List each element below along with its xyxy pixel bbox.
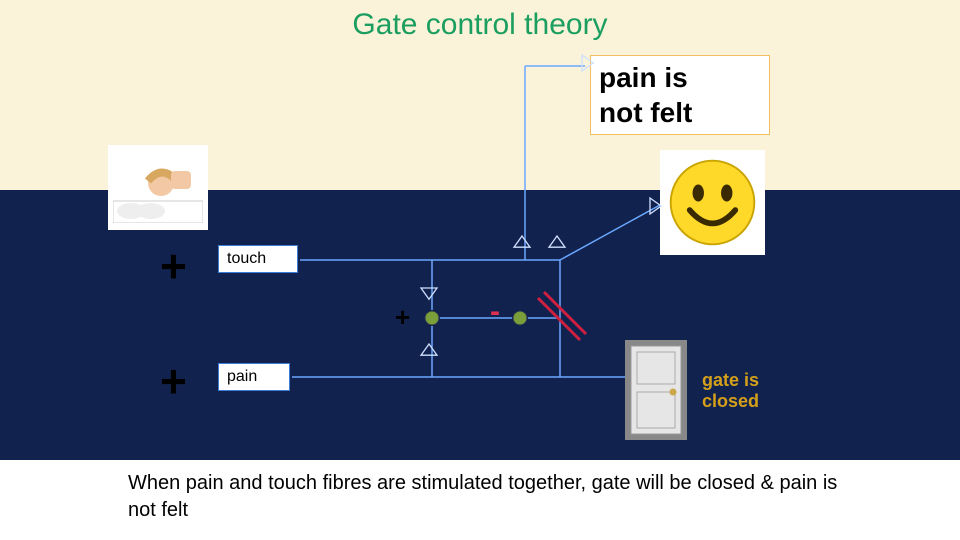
slide-title: Gate control theory (0, 8, 960, 42)
background-band (0, 190, 960, 460)
pain-not-felt-line2: not felt (599, 95, 761, 130)
pain-not-felt-box: pain is not felt (590, 55, 770, 135)
gate-closed-label: gate is closed (702, 370, 759, 411)
title-text: Gate control theory (352, 8, 607, 41)
center-minus-icon: - (490, 295, 500, 329)
pain-label-box: pain (218, 363, 290, 391)
smiley-image (660, 150, 765, 255)
touch-label-box: touch (218, 245, 298, 273)
caption-text: When pain and touch fibres are stimulate… (128, 470, 868, 524)
center-plus-icon: + (395, 302, 410, 333)
touch-label: touch (227, 250, 266, 268)
pain-label: pain (227, 368, 257, 386)
gate-closed-line1: gate is (702, 370, 759, 391)
massage-image (108, 145, 208, 230)
plus-pain-icon: + (160, 365, 187, 397)
gate-closed-line2: closed (702, 391, 759, 412)
pain-not-felt-line1: pain is (599, 60, 761, 95)
door-icon (625, 340, 687, 440)
plus-touch-icon: + (160, 250, 187, 282)
